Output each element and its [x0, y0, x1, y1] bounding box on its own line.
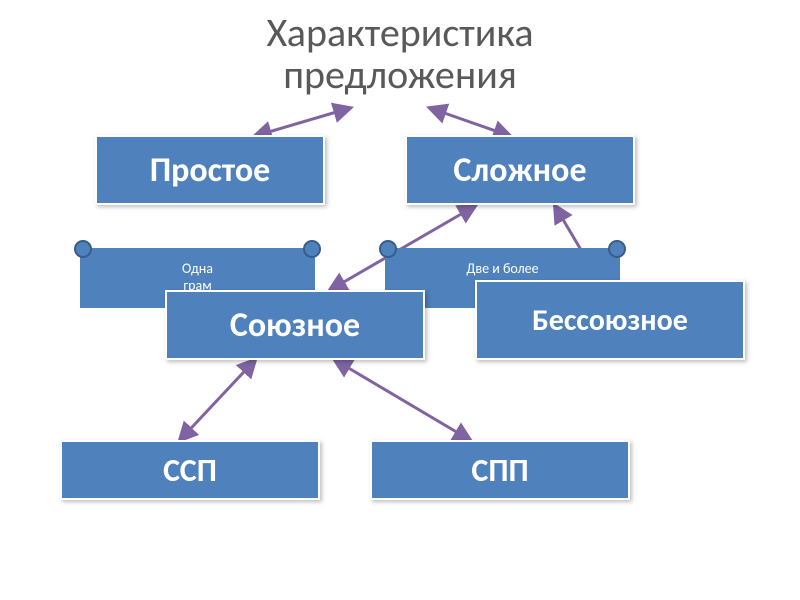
node-complex: Сложное: [405, 135, 635, 205]
node-nounion: Бессоюзное: [475, 280, 745, 360]
node-spp: СПП: [370, 440, 630, 500]
node-complex-label: Сложное: [453, 150, 586, 191]
slide-title: Характеристика предложения: [0, 0, 800, 96]
node-union: Союзное: [165, 290, 425, 360]
scroll-one-line1: Одна: [182, 261, 213, 278]
title-line-2: предложения: [283, 50, 517, 99]
node-simple-label: Простое: [150, 150, 271, 191]
node-spp-label: СПП: [471, 451, 528, 490]
node-simple: Простое: [95, 135, 325, 205]
node-nounion-label: Бессоюзное: [532, 302, 688, 339]
node-union-label: Союзное: [230, 305, 360, 346]
scroll-two-line1: Две и более: [466, 261, 538, 278]
node-ssp: ССП: [60, 440, 320, 500]
node-ssp-label: ССП: [163, 451, 217, 490]
